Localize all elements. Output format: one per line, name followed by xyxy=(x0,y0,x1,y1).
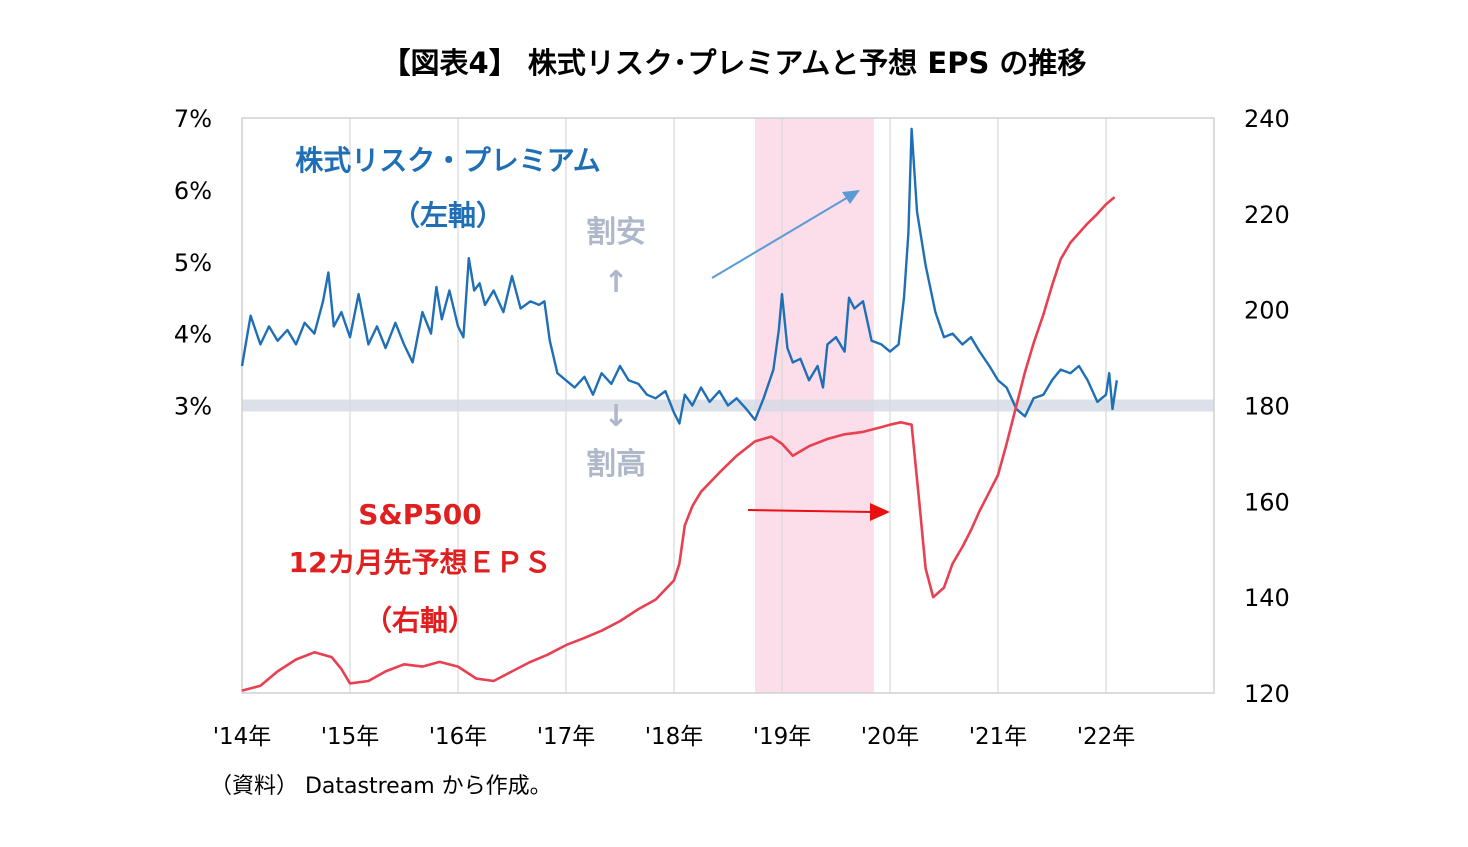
eps-series-label-2: 12カ月先予想ＥＰＳ xyxy=(289,546,552,579)
left-tick-label: 7% xyxy=(174,105,212,133)
x-tick-label: '19年 xyxy=(753,724,812,750)
left-tick-label: 6% xyxy=(174,177,212,205)
x-tick-label: '21年 xyxy=(969,724,1028,750)
flat-eps-arrow xyxy=(747,509,873,513)
eps-axis-note: （右軸） xyxy=(364,604,476,637)
up-arrow-icon: ↑ xyxy=(603,265,628,300)
erp-series-line xyxy=(240,127,1118,425)
expensive-label: 割高 xyxy=(586,447,646,482)
eps-series-line xyxy=(241,196,1116,692)
x-tick-label: '17年 xyxy=(537,724,596,750)
erp-axis-note: （左軸） xyxy=(392,199,504,232)
rising-trend-arrow-head xyxy=(842,190,860,204)
flat-eps-arrow-head xyxy=(870,503,890,521)
x-tick-label: '14年 xyxy=(213,724,272,750)
x-tick-label: '16年 xyxy=(429,724,488,750)
right-tick-label: 240 xyxy=(1244,105,1290,133)
right-tick-label: 120 xyxy=(1244,680,1290,708)
right-tick-label: 220 xyxy=(1244,201,1290,229)
right-tick-label: 200 xyxy=(1244,297,1290,325)
erp-series-label: 株式リスク・プレミアム xyxy=(295,144,600,177)
x-tick-label: '22年 xyxy=(1077,724,1136,750)
left-tick-label: 4% xyxy=(174,321,212,349)
left-tick-label: 5% xyxy=(174,249,212,277)
right-tick-label: 140 xyxy=(1244,584,1290,612)
x-tick-label: '15年 xyxy=(321,724,380,750)
left-tick-label: 3% xyxy=(174,393,212,421)
eps-series-label-1: S&P500 xyxy=(358,498,482,531)
chart-title: 【図表4】 株式リスク･プレミアムと予想 EPS の推移 xyxy=(381,46,1087,80)
plot-frame xyxy=(241,117,1215,694)
right-tick-label: 180 xyxy=(1244,393,1290,421)
source-note: （資料） Datastream から作成。 xyxy=(210,774,552,799)
right-tick-label: 160 xyxy=(1244,488,1290,516)
cheap-label: 割安 xyxy=(586,215,646,250)
x-tick-label: '20年 xyxy=(861,724,920,750)
x-tick-label: '18年 xyxy=(645,724,704,750)
series-layer xyxy=(240,127,1118,692)
tick-label-layer: '14年 '15年 '16年 '17年 '18年 '19年 '20年 '21年 '22年 7% 6%… xyxy=(174,105,1290,750)
rising-trend-arrow xyxy=(711,195,851,279)
down-arrow-icon: ↓ xyxy=(603,399,628,434)
